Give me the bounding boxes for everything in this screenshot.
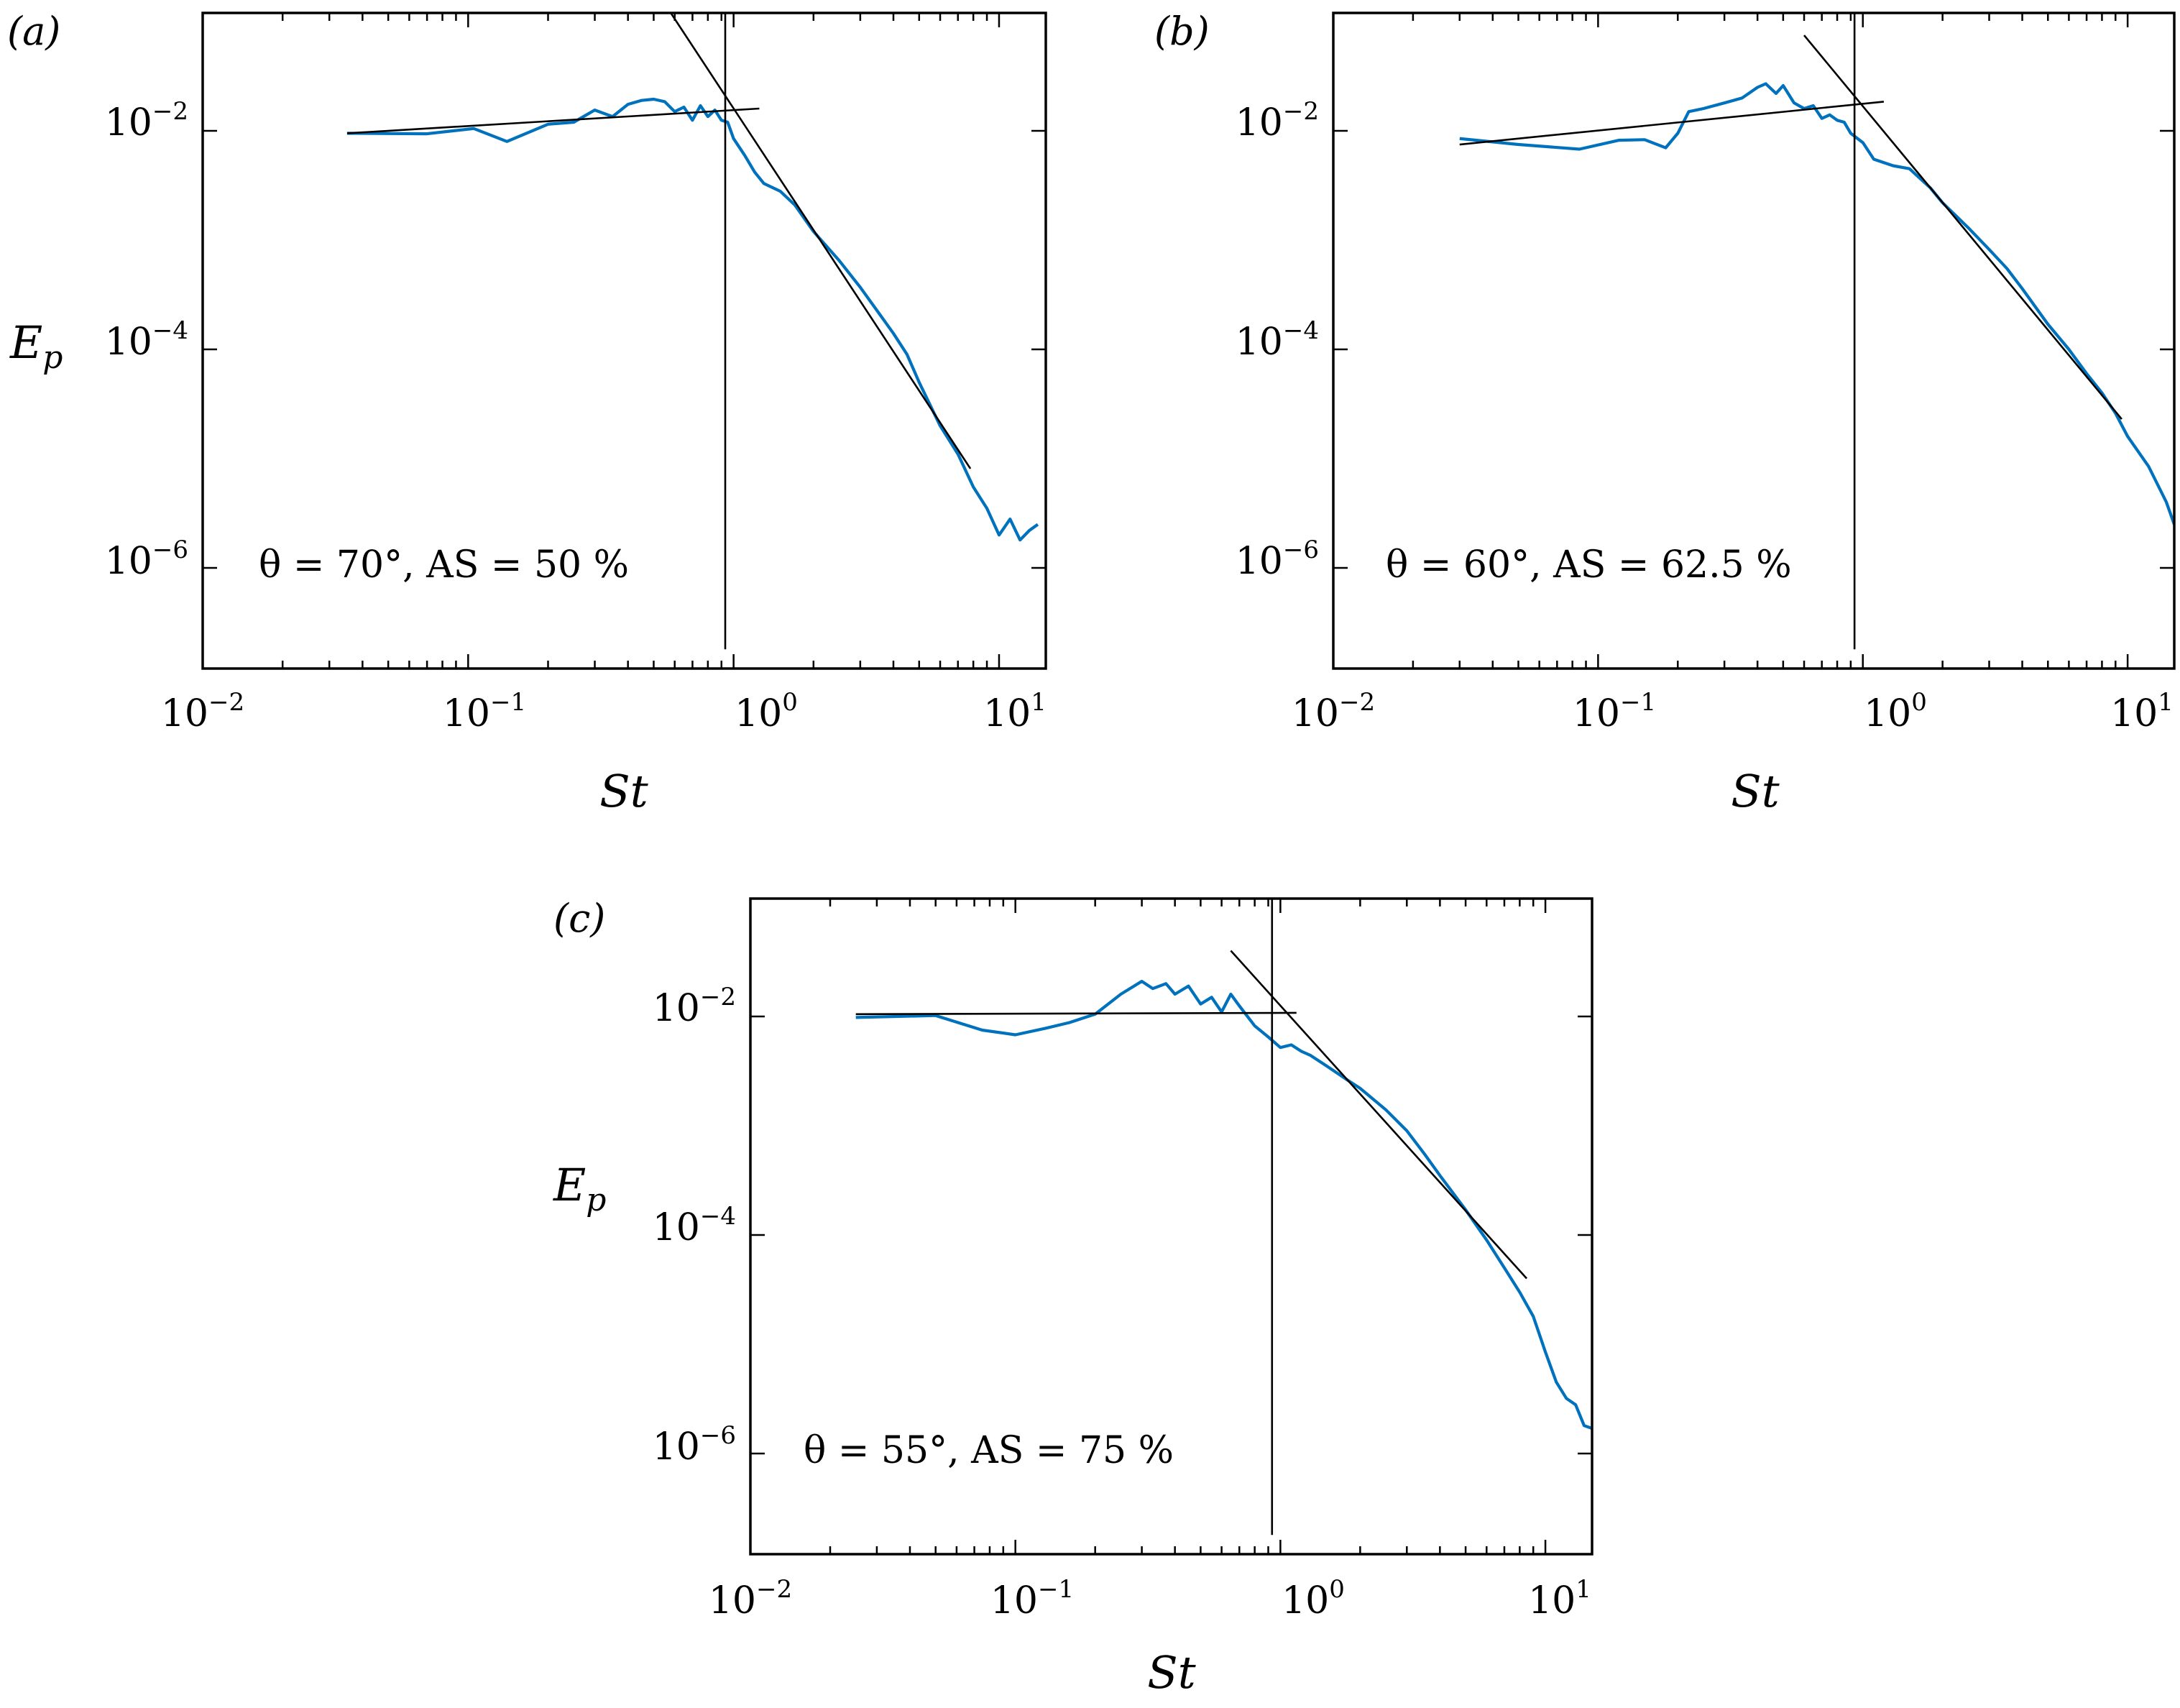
y-tick-label: 10−6 <box>653 1421 736 1469</box>
y-tick-label: 10−4 <box>105 316 188 364</box>
y-tick-label: 10−4 <box>1236 316 1319 364</box>
y-tick-label: 10−6 <box>1236 536 1319 583</box>
panel-label: (c) <box>553 896 605 941</box>
y-tick-label: 10−4 <box>653 1202 736 1249</box>
panel-label: (b) <box>1154 9 1210 54</box>
panel-b: (b) 10−2 10−1 100 101 10−6 10−4 10−2 St … <box>1154 9 2176 817</box>
plot-frame <box>749 897 1593 1556</box>
power-law-fit-line <box>346 107 760 134</box>
x-tick-label: 100 <box>1864 688 1927 735</box>
x-tick-label: 100 <box>1282 1575 1345 1622</box>
annotation: θ = 55°, AS = 75 % <box>804 1429 1174 1472</box>
y-axis-label: Ep <box>553 1159 606 1218</box>
y-tick-label: 10−2 <box>105 97 188 144</box>
power-law-fit-line <box>670 13 972 469</box>
power-law-fit-line <box>1459 101 1885 146</box>
x-tick-label: 10−1 <box>1573 688 1656 735</box>
plot-area <box>749 899 1592 1554</box>
x-axis-label: St <box>1731 765 1779 817</box>
x-tick-label: 10−2 <box>161 688 244 735</box>
x-axis-label: St <box>1147 1646 1195 1699</box>
panel-label: (a) <box>7 9 60 54</box>
x-axis-label: St <box>599 765 648 817</box>
x-tick-label: 101 <box>983 688 1047 735</box>
x-tick-label: 101 <box>2110 688 2174 735</box>
x-tick-label: 10−1 <box>990 1575 1074 1622</box>
spectrum-line <box>855 979 1592 1430</box>
x-tick-label: 100 <box>735 688 798 735</box>
y-tick-labels: 10−6 10−4 10−2 <box>653 983 736 1469</box>
x-tick-labels: 10−2 10−1 100 101 <box>709 1575 1591 1622</box>
power-law-fit-line <box>1803 35 2122 420</box>
plot-frame <box>201 12 1047 670</box>
axis-ticks <box>1332 13 2174 669</box>
plot-frame <box>1332 12 2176 670</box>
y-tick-label: 10−2 <box>653 983 736 1030</box>
annotation: θ = 60°, AS = 62.5 % <box>1386 543 1792 587</box>
power-law-fit-line <box>1230 950 1528 1280</box>
spectrum-line <box>346 97 1039 542</box>
x-tick-labels: 10−2 10−1 100 101 <box>161 688 1047 735</box>
spectrum-line <box>1459 82 2174 525</box>
panel-c: (c) 10−2 10−1 100 101 10−6 10−4 10−2 St … <box>553 896 1593 1699</box>
y-tick-label: 10−6 <box>105 536 188 583</box>
y-axis-label: Ep <box>9 316 63 376</box>
plot-area <box>1332 13 2174 669</box>
axis-ticks <box>749 899 1592 1554</box>
x-tick-label: 10−1 <box>443 688 526 735</box>
axis-ticks <box>201 13 1046 669</box>
plot-area <box>201 13 1046 669</box>
y-tick-labels: 10−6 10−4 10−2 <box>1236 97 1319 583</box>
panel-a: (a) 10−2 10−1 100 101 10−6 10−4 10−2 St … <box>7 9 1047 817</box>
x-tick-label: 101 <box>1528 1575 1591 1622</box>
annotation: θ = 70°, AS = 50 % <box>259 543 629 587</box>
y-tick-labels: 10−6 10−4 10−2 <box>105 97 188 583</box>
y-tick-label: 10−2 <box>1236 97 1319 144</box>
x-tick-labels: 10−2 10−1 100 101 <box>1292 688 2174 735</box>
power-law-fit-line <box>855 1011 1297 1016</box>
x-tick-label: 10−2 <box>1292 688 1375 735</box>
x-tick-label: 10−2 <box>709 1575 792 1622</box>
